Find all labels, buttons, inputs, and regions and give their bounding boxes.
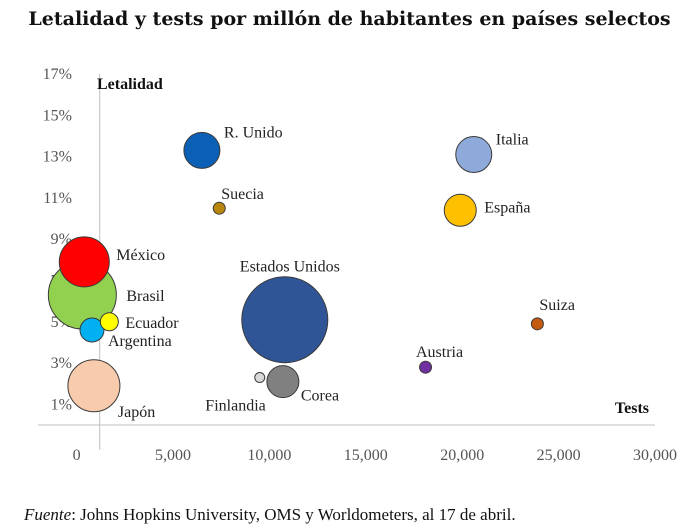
bubble-italia: [455, 136, 493, 174]
x-tick-label: 20,000: [440, 447, 484, 464]
bubble-jap-n: [67, 359, 121, 413]
bubble-espa-a: [443, 193, 477, 227]
y-tick-label: 3%: [51, 355, 72, 372]
data-label: Japón: [118, 404, 155, 421]
data-label: Argentina: [108, 333, 172, 350]
data-label: Brasil: [126, 288, 165, 305]
source-note: Fuente: Johns Hopkins University, OMS y …: [24, 505, 694, 525]
bubble-m-xico: [58, 236, 110, 288]
data-label: Suecia: [221, 186, 264, 203]
data-label: México: [116, 247, 165, 264]
source-text: : Johns Hopkins University, OMS y Worldo…: [71, 505, 516, 524]
bubble-argentina: [79, 317, 105, 343]
data-label: Estados Unidos: [240, 259, 340, 276]
data-label: Austria: [416, 344, 463, 361]
bubble-ecuador: [99, 312, 119, 332]
bubble-austria: [419, 360, 433, 374]
x-tick-label: 0: [73, 447, 81, 464]
bubble-finlandia: [254, 372, 266, 384]
y-tick-label: 15%: [43, 107, 72, 124]
data-label: Corea: [301, 388, 339, 405]
x-tick-label: 25,000: [537, 447, 581, 464]
y-axis-title: Letalidad: [97, 76, 163, 93]
x-tick-label: 10,000: [247, 447, 291, 464]
y-tick-label: 11%: [43, 190, 72, 207]
y-tick-label: 1%: [51, 396, 72, 413]
data-label: Italia: [496, 132, 529, 149]
bubble-suiza: [530, 317, 544, 331]
scatter-chart: 1%3%5%7%9%11%13%15%17%05,00010,00015,000…: [38, 66, 677, 464]
bubble-r-unido: [183, 131, 221, 169]
data-label: Ecuador: [125, 315, 179, 332]
bubble-estados-unidos: [241, 276, 329, 364]
bubble-corea: [266, 365, 300, 399]
x-tick-label: 5,000: [155, 447, 191, 464]
chart-title: Letalidad y tests por millón de habitant…: [28, 8, 671, 30]
y-tick-label: 17%: [43, 66, 72, 83]
y-tick-label: 13%: [43, 149, 72, 166]
x-axis-title: Tests: [615, 400, 649, 417]
data-label: España: [484, 199, 530, 216]
x-tick-label: 30,000: [633, 447, 677, 464]
data-label: Suiza: [539, 297, 575, 314]
data-label: R. Unido: [224, 124, 283, 141]
bubble-suecia: [212, 201, 226, 215]
x-tick-label: 15,000: [344, 447, 388, 464]
data-label: Finlandia: [205, 398, 265, 415]
source-prefix: Fuente: [24, 505, 72, 524]
